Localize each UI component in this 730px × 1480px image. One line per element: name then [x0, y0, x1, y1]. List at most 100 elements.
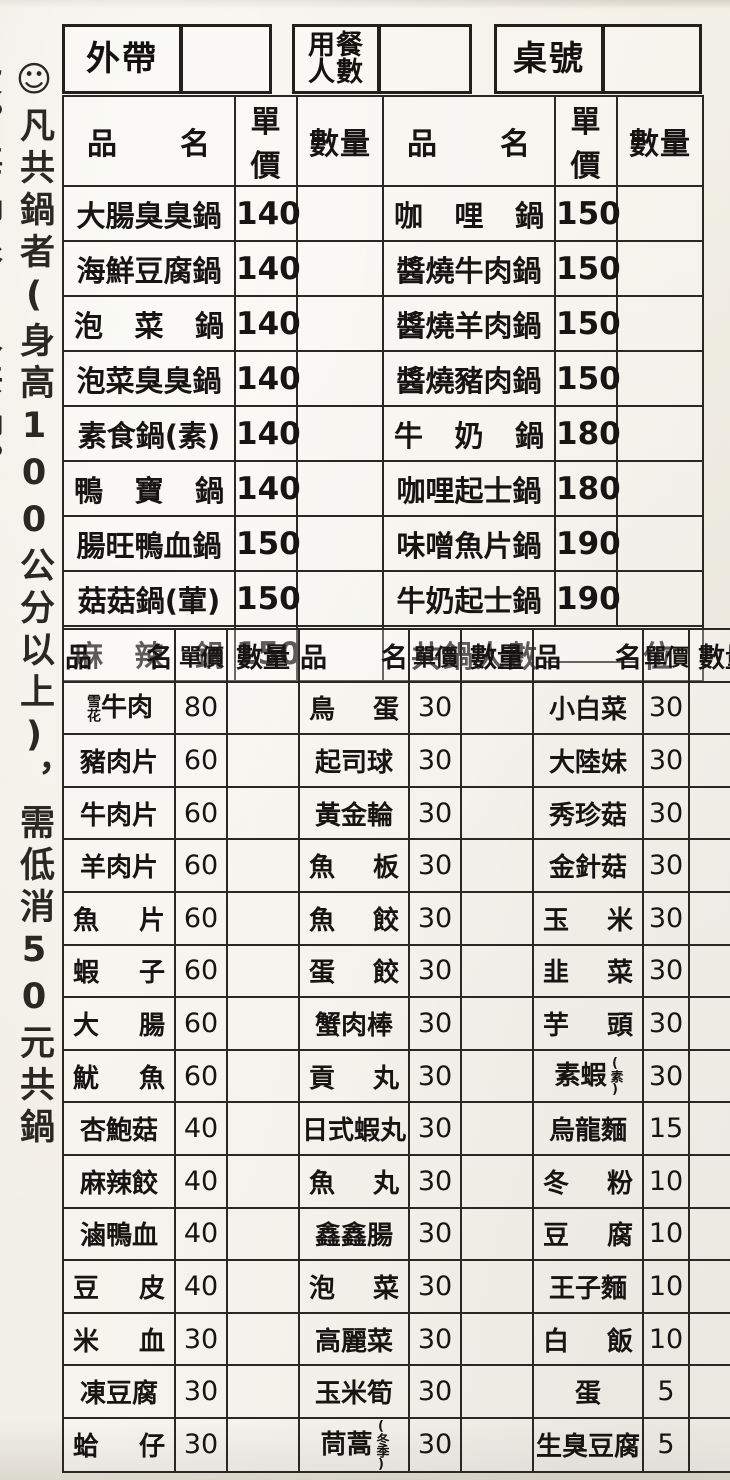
ing-name-cell[interactable]: 魚片 [62, 890, 176, 946]
ing-qty-cell[interactable] [460, 1048, 534, 1104]
ing-name-cell[interactable]: 起司球 [298, 733, 410, 788]
ing-qty-cell[interactable] [688, 890, 730, 946]
ing-name-cell[interactable]: 素蝦 (素) [532, 1048, 644, 1104]
ing-name-cell[interactable]: 羊肉片 [62, 838, 176, 893]
ing-qty-cell[interactable] [226, 1101, 300, 1156]
ing-name-cell[interactable]: 黃金輪 [298, 785, 410, 841]
pot-name-cell[interactable]: 咖哩起士鍋 [382, 460, 556, 517]
ing-qty-cell[interactable] [460, 1259, 534, 1314]
ing-name-cell[interactable]: 貢丸 [298, 1048, 410, 1104]
pot-qty-cell[interactable] [616, 240, 704, 297]
ing-qty-cell[interactable] [226, 680, 300, 736]
ing-qty-cell[interactable] [688, 1259, 730, 1314]
pot-qty-cell[interactable] [616, 350, 704, 407]
ing-qty-cell[interactable] [226, 1206, 300, 1262]
pot-name-cell[interactable]: 菇菇鍋(葷) [62, 570, 236, 627]
ing-name-cell[interactable]: 豬肉片 [62, 733, 176, 788]
ing-name-cell[interactable]: 烏龍麵 [532, 1101, 644, 1156]
ing-name-cell[interactable]: 豆腐 [532, 1206, 644, 1262]
ing-qty-cell[interactable] [688, 733, 730, 788]
pot-qty-cell[interactable] [296, 295, 384, 352]
pot-name-cell[interactable]: 泡菜臭臭鍋 [62, 350, 236, 407]
pot-name-cell[interactable]: 醬燒牛肉鍋 [382, 240, 556, 297]
pot-name-cell[interactable]: 海鮮豆腐鍋 [62, 240, 236, 297]
ing-name-cell[interactable]: 米血 [62, 1311, 176, 1367]
ing-qty-cell[interactable] [688, 838, 730, 893]
ing-name-cell[interactable]: 豆皮 [62, 1259, 176, 1314]
ing-qty-cell[interactable] [460, 890, 534, 946]
ing-qty-cell[interactable] [688, 1416, 730, 1473]
ing-name-cell[interactable]: 杏鮑菇 [62, 1101, 176, 1156]
pot-qty-cell[interactable] [616, 185, 704, 242]
pot-name-cell[interactable]: 泡菜鍋 [62, 295, 236, 352]
ing-qty-cell[interactable] [226, 838, 300, 893]
ing-name-cell[interactable]: 凍豆腐 [62, 1364, 176, 1419]
ing-qty-cell[interactable] [460, 1416, 534, 1473]
ing-name-cell[interactable]: 生臭豆腐 [532, 1416, 644, 1473]
pot-name-cell[interactable]: 醬燒羊肉鍋 [382, 295, 556, 352]
ing-qty-cell[interactable] [688, 1206, 730, 1262]
ing-name-cell[interactable]: 小白菜 [532, 680, 644, 736]
ing-qty-cell[interactable] [688, 1101, 730, 1156]
ing-name-cell[interactable]: 秀珍菇 [532, 785, 644, 841]
pot-name-cell[interactable]: 牛奶起士鍋 [382, 570, 556, 627]
table-no-value-box[interactable] [602, 24, 702, 94]
ing-name-cell[interactable]: 茼蒿 (冬季) [298, 1416, 410, 1473]
ing-name-cell[interactable]: 芋頭 [532, 996, 644, 1051]
pot-name-cell[interactable]: 素食鍋(素) [62, 405, 236, 462]
ing-qty-cell[interactable] [460, 733, 534, 788]
pot-name-cell[interactable]: 味噌魚片鍋 [382, 515, 556, 572]
pot-qty-cell[interactable] [616, 570, 704, 627]
pot-qty-cell[interactable] [296, 405, 384, 462]
ing-qty-cell[interactable] [688, 680, 730, 736]
pot-name-cell[interactable]: 大腸臭臭鍋 [62, 185, 236, 242]
ing-qty-cell[interactable] [688, 1048, 730, 1104]
ing-name-cell[interactable]: 王子麵 [532, 1259, 644, 1314]
ing-qty-cell[interactable] [460, 996, 534, 1051]
ing-name-cell[interactable]: 金針菇 [532, 838, 644, 893]
ing-qty-cell[interactable] [226, 1259, 300, 1314]
pot-qty-cell[interactable] [616, 515, 704, 572]
ing-qty-cell[interactable] [688, 943, 730, 999]
pot-name-cell[interactable]: 牛奶鍋 [382, 405, 556, 462]
ing-name-cell[interactable]: 蛤仔 [62, 1416, 176, 1473]
ing-qty-cell[interactable] [688, 1364, 730, 1419]
ing-qty-cell[interactable] [226, 1416, 300, 1473]
ing-name-cell[interactable]: 泡菜 [298, 1259, 410, 1314]
ing-name-cell[interactable]: 蛋 [532, 1364, 644, 1419]
ing-name-cell[interactable]: 韭菜 [532, 943, 644, 999]
pot-name-cell[interactable]: 腸旺鴨血鍋 [62, 515, 236, 572]
pot-qty-cell[interactable] [296, 240, 384, 297]
ing-name-cell[interactable]: 大腸 [62, 996, 176, 1051]
ing-qty-cell[interactable] [226, 996, 300, 1051]
ing-qty-cell[interactable] [688, 1311, 730, 1367]
ing-qty-cell[interactable] [688, 1153, 730, 1209]
ing-qty-cell[interactable] [226, 890, 300, 946]
ing-name-cell[interactable]: 鑫鑫腸 [298, 1206, 410, 1262]
ing-name-cell[interactable]: 牛肉片 [62, 785, 176, 841]
ing-qty-cell[interactable] [460, 1364, 534, 1419]
pot-qty-cell[interactable] [296, 515, 384, 572]
ing-qty-cell[interactable] [460, 680, 534, 736]
pot-qty-cell[interactable] [296, 460, 384, 517]
ing-qty-cell[interactable] [226, 785, 300, 841]
ing-name-cell[interactable]: 麻辣餃 [62, 1153, 176, 1209]
pot-qty-cell[interactable] [616, 295, 704, 352]
pot-name-cell[interactable]: 醬燒豬肉鍋 [382, 350, 556, 407]
ing-name-cell[interactable]: 蟹肉棒 [298, 996, 410, 1051]
ing-name-cell[interactable]: 魚丸 [298, 1153, 410, 1209]
pot-qty-cell[interactable] [296, 570, 384, 627]
ing-name-cell[interactable]: 玉米 [532, 890, 644, 946]
ing-name-cell[interactable]: 雪花 牛肉 [62, 680, 176, 736]
ing-qty-cell[interactable] [460, 785, 534, 841]
ing-qty-cell[interactable] [226, 943, 300, 999]
ing-name-cell[interactable]: 日式蝦丸 [298, 1101, 410, 1156]
ing-name-cell[interactable]: 鳥蛋 [298, 680, 410, 736]
ing-name-cell[interactable]: 滷鴨血 [62, 1206, 176, 1262]
ing-qty-cell[interactable] [226, 1153, 300, 1209]
ing-qty-cell[interactable] [460, 838, 534, 893]
ing-name-cell[interactable]: 冬粉 [532, 1153, 644, 1209]
ing-name-cell[interactable]: 魚板 [298, 838, 410, 893]
pot-name-cell[interactable]: 咖哩鍋 [382, 185, 556, 242]
ing-name-cell[interactable]: 高麗菜 [298, 1311, 410, 1367]
